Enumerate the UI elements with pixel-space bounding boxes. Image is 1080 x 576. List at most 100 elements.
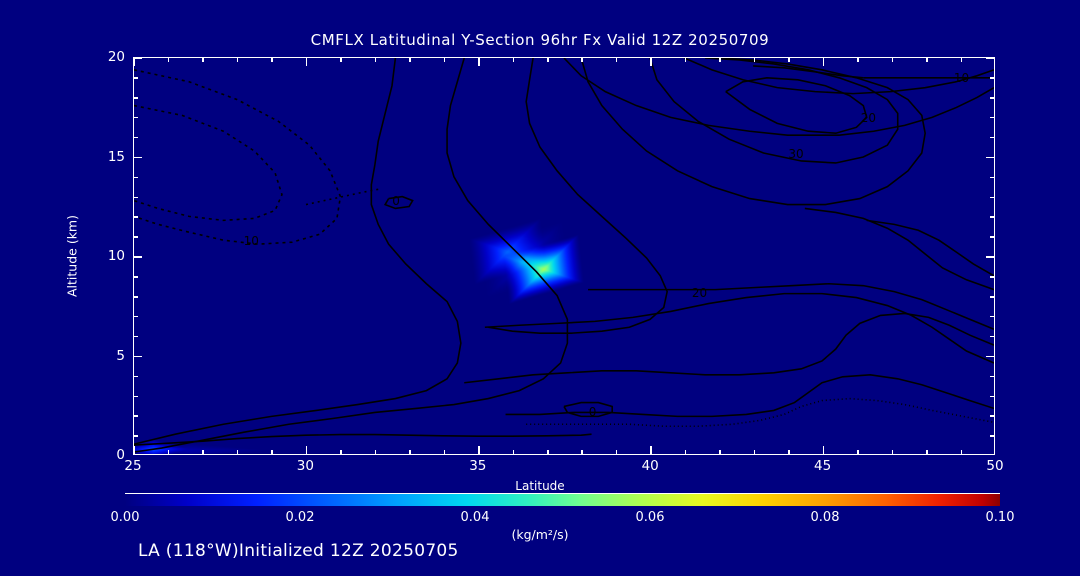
y-tick-label: 15 (107, 148, 125, 165)
colorbar-tick-label: 0.10 (985, 510, 1015, 525)
x-axis-minor-tick (788, 450, 790, 454)
y-axis-major-tick (986, 256, 994, 258)
colorbar-units-label: (kg/m²/s) (511, 527, 569, 542)
colorbar-tick-label: 0.04 (460, 510, 490, 525)
y-axis-major-tick (134, 355, 142, 358)
y-axis-minor-tick (990, 216, 994, 218)
c-dash-inner-left (134, 104, 283, 222)
y-axis-minor-tick (134, 196, 138, 199)
x-axis-minor-tick (443, 450, 446, 454)
x-axis-major-tick (478, 446, 480, 454)
x-axis-minor-tick (684, 450, 687, 454)
x-axis-major-tick (134, 446, 135, 454)
footer-label: LA (118°W)Initialized 12Z 20250705 (138, 541, 459, 561)
y-axis-major-tick (986, 355, 994, 358)
c-20-mid (488, 58, 668, 335)
c-surface-line (134, 433, 592, 446)
y-axis-minor-tick (990, 77, 994, 79)
x-axis-minor-tick (271, 450, 273, 454)
contour-label: 10 (243, 234, 259, 249)
contour-label: 30 (788, 146, 804, 161)
contour-label: 0 (392, 194, 400, 209)
c-mid-low-band (464, 312, 994, 384)
contour-overlay (134, 58, 994, 453)
contour-label: 0 (588, 405, 597, 420)
y-tick-label: 5 (116, 347, 125, 364)
y-axis-minor-tick (134, 395, 138, 398)
c-right-mid-arc (804, 207, 994, 291)
y-axis-minor-tick (990, 236, 994, 238)
x-tick-label: 30 (296, 458, 314, 474)
x-axis-minor-tick (891, 450, 894, 454)
x-tick-label: 40 (641, 458, 659, 474)
y-tick-label: 0 (116, 447, 125, 463)
x-axis-minor-tick (202, 450, 204, 454)
c-20-band (484, 292, 994, 364)
x-axis-minor-tick (581, 450, 583, 454)
y-tick-label: 10 (107, 248, 125, 264)
y-axis-minor-tick (990, 415, 994, 417)
c-main-left-flank (134, 58, 569, 453)
x-axis-major-tick (478, 58, 480, 66)
contour-label: 20 (691, 285, 708, 300)
x-axis-minor-tick (581, 58, 583, 62)
y-axis-minor-tick (134, 415, 138, 417)
x-axis-minor-tick (167, 450, 170, 454)
x-axis-minor-tick (719, 58, 721, 62)
y-axis-major-tick (986, 156, 994, 159)
colorbar-tick-label: 0.02 (285, 510, 315, 525)
y-axis-title: Altitude (km) (64, 215, 80, 297)
x-axis-minor-tick (615, 58, 618, 62)
x-axis-minor-tick (236, 450, 239, 454)
axis-tick-layer (134, 58, 994, 454)
x-axis-minor-tick (926, 58, 928, 62)
x-axis-minor-tick (960, 450, 963, 454)
y-axis-minor-tick (990, 395, 994, 398)
x-axis-minor-tick (615, 450, 618, 454)
y-axis-minor-tick (134, 296, 138, 298)
x-axis-major-tick (650, 58, 652, 66)
y-axis-minor-tick (990, 136, 994, 139)
x-axis-minor-tick (960, 58, 963, 62)
x-tick-label: 45 (814, 458, 832, 474)
y-axis-minor-tick (990, 116, 994, 119)
x-axis-minor-tick (374, 58, 377, 62)
x-axis-minor-tick (547, 58, 549, 62)
colorbar-gradient (125, 493, 1000, 506)
y-axis-major-tick (134, 256, 142, 258)
y-axis-minor-tick (990, 375, 994, 378)
plot-area: 10 0 0 20 30 20 10 (133, 57, 995, 455)
c-zero-left-ridge (134, 58, 462, 445)
y-axis-minor-tick (134, 97, 138, 99)
x-axis-minor-tick (167, 58, 170, 62)
x-axis-minor-tick (926, 450, 928, 454)
x-axis-minor-tick (512, 58, 515, 62)
x-axis-minor-tick (340, 58, 342, 62)
y-axis-minor-tick (134, 116, 138, 119)
y-axis-minor-tick (990, 335, 994, 338)
x-axis-major-tick (305, 58, 308, 66)
y-axis-major-tick (134, 156, 142, 159)
y-axis-minor-tick (134, 435, 138, 437)
x-tick-label: 25 (124, 458, 142, 474)
x-axis-minor-tick (374, 450, 377, 454)
c-10-top-left (753, 65, 864, 79)
cmflx-field-heatmap (134, 58, 994, 454)
y-axis-minor-tick (134, 216, 138, 218)
x-axis-minor-tick (719, 450, 721, 454)
c-30-upper (563, 58, 994, 137)
y-axis-minor-tick (134, 375, 138, 378)
x-axis-minor-tick (340, 450, 342, 454)
x-axis-major-tick (134, 58, 135, 66)
y-axis-minor-tick (134, 236, 138, 238)
c-low-ripple-b (526, 397, 994, 428)
c-ring-inner (725, 76, 868, 135)
x-axis-minor-tick (271, 58, 273, 62)
colorbar-tick-label: 0.08 (810, 510, 840, 525)
c-tiny-notch (383, 195, 414, 210)
x-tick-label: 35 (469, 458, 487, 474)
x-axis-minor-tick (202, 58, 204, 62)
x-axis-minor-tick (409, 450, 411, 454)
c-ring-outer (580, 58, 926, 206)
